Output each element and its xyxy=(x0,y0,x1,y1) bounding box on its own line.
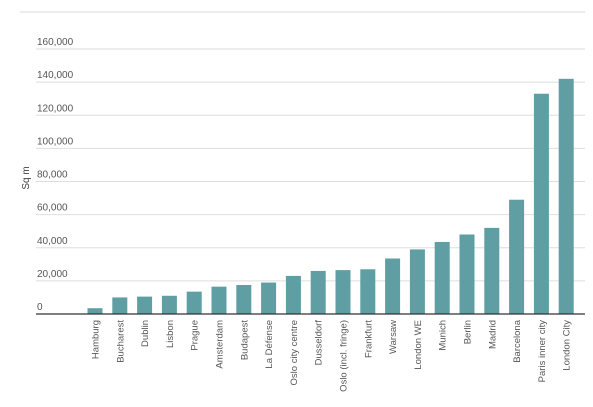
x-category-label: Munich xyxy=(438,320,449,351)
y-tick-label: 160,000 xyxy=(37,37,74,48)
bar xyxy=(261,282,277,314)
x-category-label: Hamburg xyxy=(91,320,102,359)
bar xyxy=(87,308,103,314)
y-tick-label: 140,000 xyxy=(37,70,74,81)
y-tick-label: 40,000 xyxy=(37,236,68,247)
y-tick-label: 120,000 xyxy=(37,103,74,114)
y-axis-title: Sq m xyxy=(21,166,32,189)
bar xyxy=(310,270,326,314)
y-tick-label: 60,000 xyxy=(37,203,68,214)
x-category-label: Madrid xyxy=(487,320,498,349)
x-category-label: Paris inner city xyxy=(537,320,548,383)
y-tick-label: 100,000 xyxy=(37,136,74,147)
bar xyxy=(533,93,549,314)
x-category-label: Lisbon xyxy=(165,320,176,348)
bar xyxy=(558,78,574,314)
bar xyxy=(484,227,500,314)
y-tick-label: 80,000 xyxy=(37,170,68,181)
x-category-label: Budapest xyxy=(239,320,250,361)
bar xyxy=(385,258,401,314)
x-category-label: Warsaw xyxy=(388,320,399,354)
x-category-label: Dublin xyxy=(140,320,151,347)
y-tick-label: 20,000 xyxy=(37,269,68,280)
bar xyxy=(112,297,128,314)
x-category-label: Prague xyxy=(190,320,201,351)
y-axis-tick-labels: 0 20,000 40,000 60,000 80,000 100,000 120,000 1… xyxy=(37,37,74,313)
x-category-label: Frankfurt xyxy=(363,320,374,358)
x-category-label: Bucharest xyxy=(115,320,126,363)
x-category-label: Amsterdam xyxy=(215,320,226,369)
bar xyxy=(434,241,450,314)
x-category-label: Berlin xyxy=(463,320,474,344)
bar xyxy=(409,249,425,314)
bar xyxy=(509,199,525,314)
x-category-label: Oslo city centre xyxy=(289,320,300,385)
bar xyxy=(360,269,376,314)
x-category-label: Oslo (incl. fringe) xyxy=(339,320,350,392)
bar xyxy=(186,291,202,314)
bars xyxy=(87,78,574,314)
bar xyxy=(459,234,475,314)
bar xyxy=(137,296,153,314)
bar xyxy=(211,286,227,314)
bar xyxy=(335,270,351,314)
x-category-label: London City xyxy=(562,320,573,371)
gridlines xyxy=(36,48,585,282)
bar xyxy=(161,295,177,314)
x-axis-category-labels: Hamburg Bucharest Dublin Lisbon Prague Amster… xyxy=(91,319,573,392)
bar xyxy=(285,275,301,314)
y-tick-label: 0 xyxy=(37,302,43,313)
x-category-label: Barcelona xyxy=(512,319,523,362)
bar xyxy=(236,285,252,314)
x-category-label: London WE xyxy=(413,320,424,370)
x-category-label: Dusseldorf xyxy=(314,320,325,366)
x-category-label: La Défense xyxy=(264,320,275,369)
